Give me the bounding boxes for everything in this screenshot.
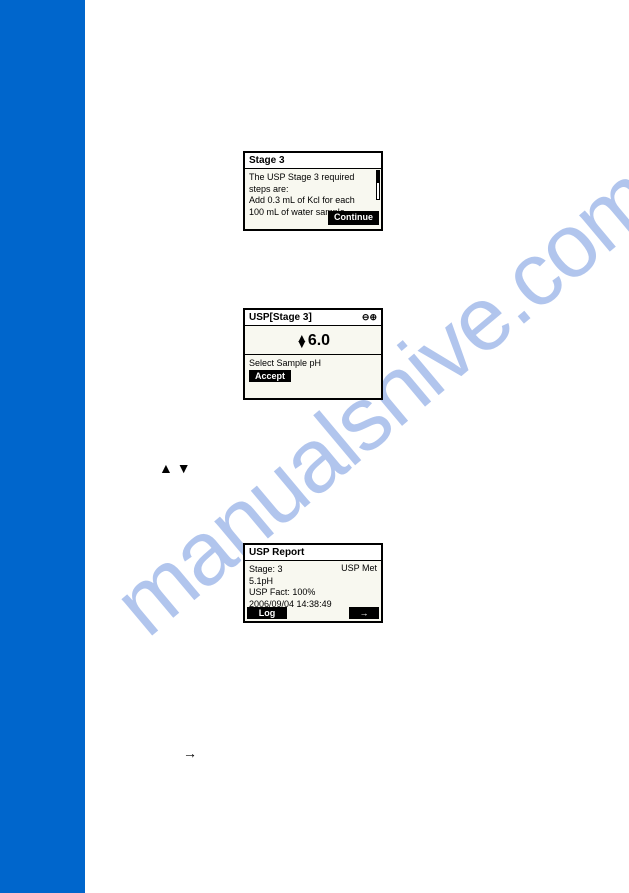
report-status: USP Met (341, 563, 377, 575)
ph-value: 6.0 (308, 332, 330, 349)
screen3-header: USP Report (245, 545, 381, 561)
screen1-body: The USP Stage 3 required steps are: Add … (245, 169, 381, 227)
screen1-title: Stage 3 (249, 155, 285, 166)
report-ph: 5.1pH (249, 576, 377, 588)
screen2-header: USP[Stage 3] ⊖⊕ (245, 310, 381, 326)
scrollbar[interactable] (376, 170, 380, 200)
arrow-keys-icon: ▲ ▼ (159, 460, 191, 476)
screen1-header: Stage 3 (245, 153, 381, 169)
screen2-title: USP[Stage 3] (249, 312, 312, 323)
arrow-right-icon: → (183, 745, 197, 761)
screen1-line2: steps are: (249, 184, 377, 196)
report-fact: USP Fact: 100% (249, 587, 377, 599)
lcd-screen-ph-selector: USP[Stage 3] ⊖⊕ ▲▼6.0 Select Sample pH A… (243, 308, 383, 400)
page-content: Stage 3 The USP Stage 3 required steps a… (85, 0, 629, 893)
continue-button[interactable]: Continue (328, 211, 379, 225)
screen3-title: USP Report (249, 547, 304, 558)
report-datetime: 2006/09/04 14:38:49 (249, 599, 377, 611)
ph-value-display: ▲▼6.0 (245, 326, 381, 355)
screen2-prompt: Select Sample pH (245, 355, 381, 370)
screen3-body: Stage: 3 USP Met 5.1pH USP Fact: 100% 20… (245, 561, 381, 607)
accept-button[interactable]: Accept (249, 370, 291, 382)
screen1-line1: The USP Stage 3 required (249, 172, 377, 184)
blue-sidebar (0, 0, 85, 893)
status-icons: ⊖⊕ (362, 312, 377, 323)
lcd-screen-stage3-instructions: Stage 3 The USP Stage 3 required steps a… (243, 151, 383, 231)
lcd-screen-usp-report: USP Report Stage: 3 USP Met 5.1pH USP Fa… (243, 543, 383, 623)
updown-indicator-icon: ▲▼ (296, 335, 308, 347)
screen1-line3: Add 0.3 mL of Kcl for each (249, 195, 377, 207)
